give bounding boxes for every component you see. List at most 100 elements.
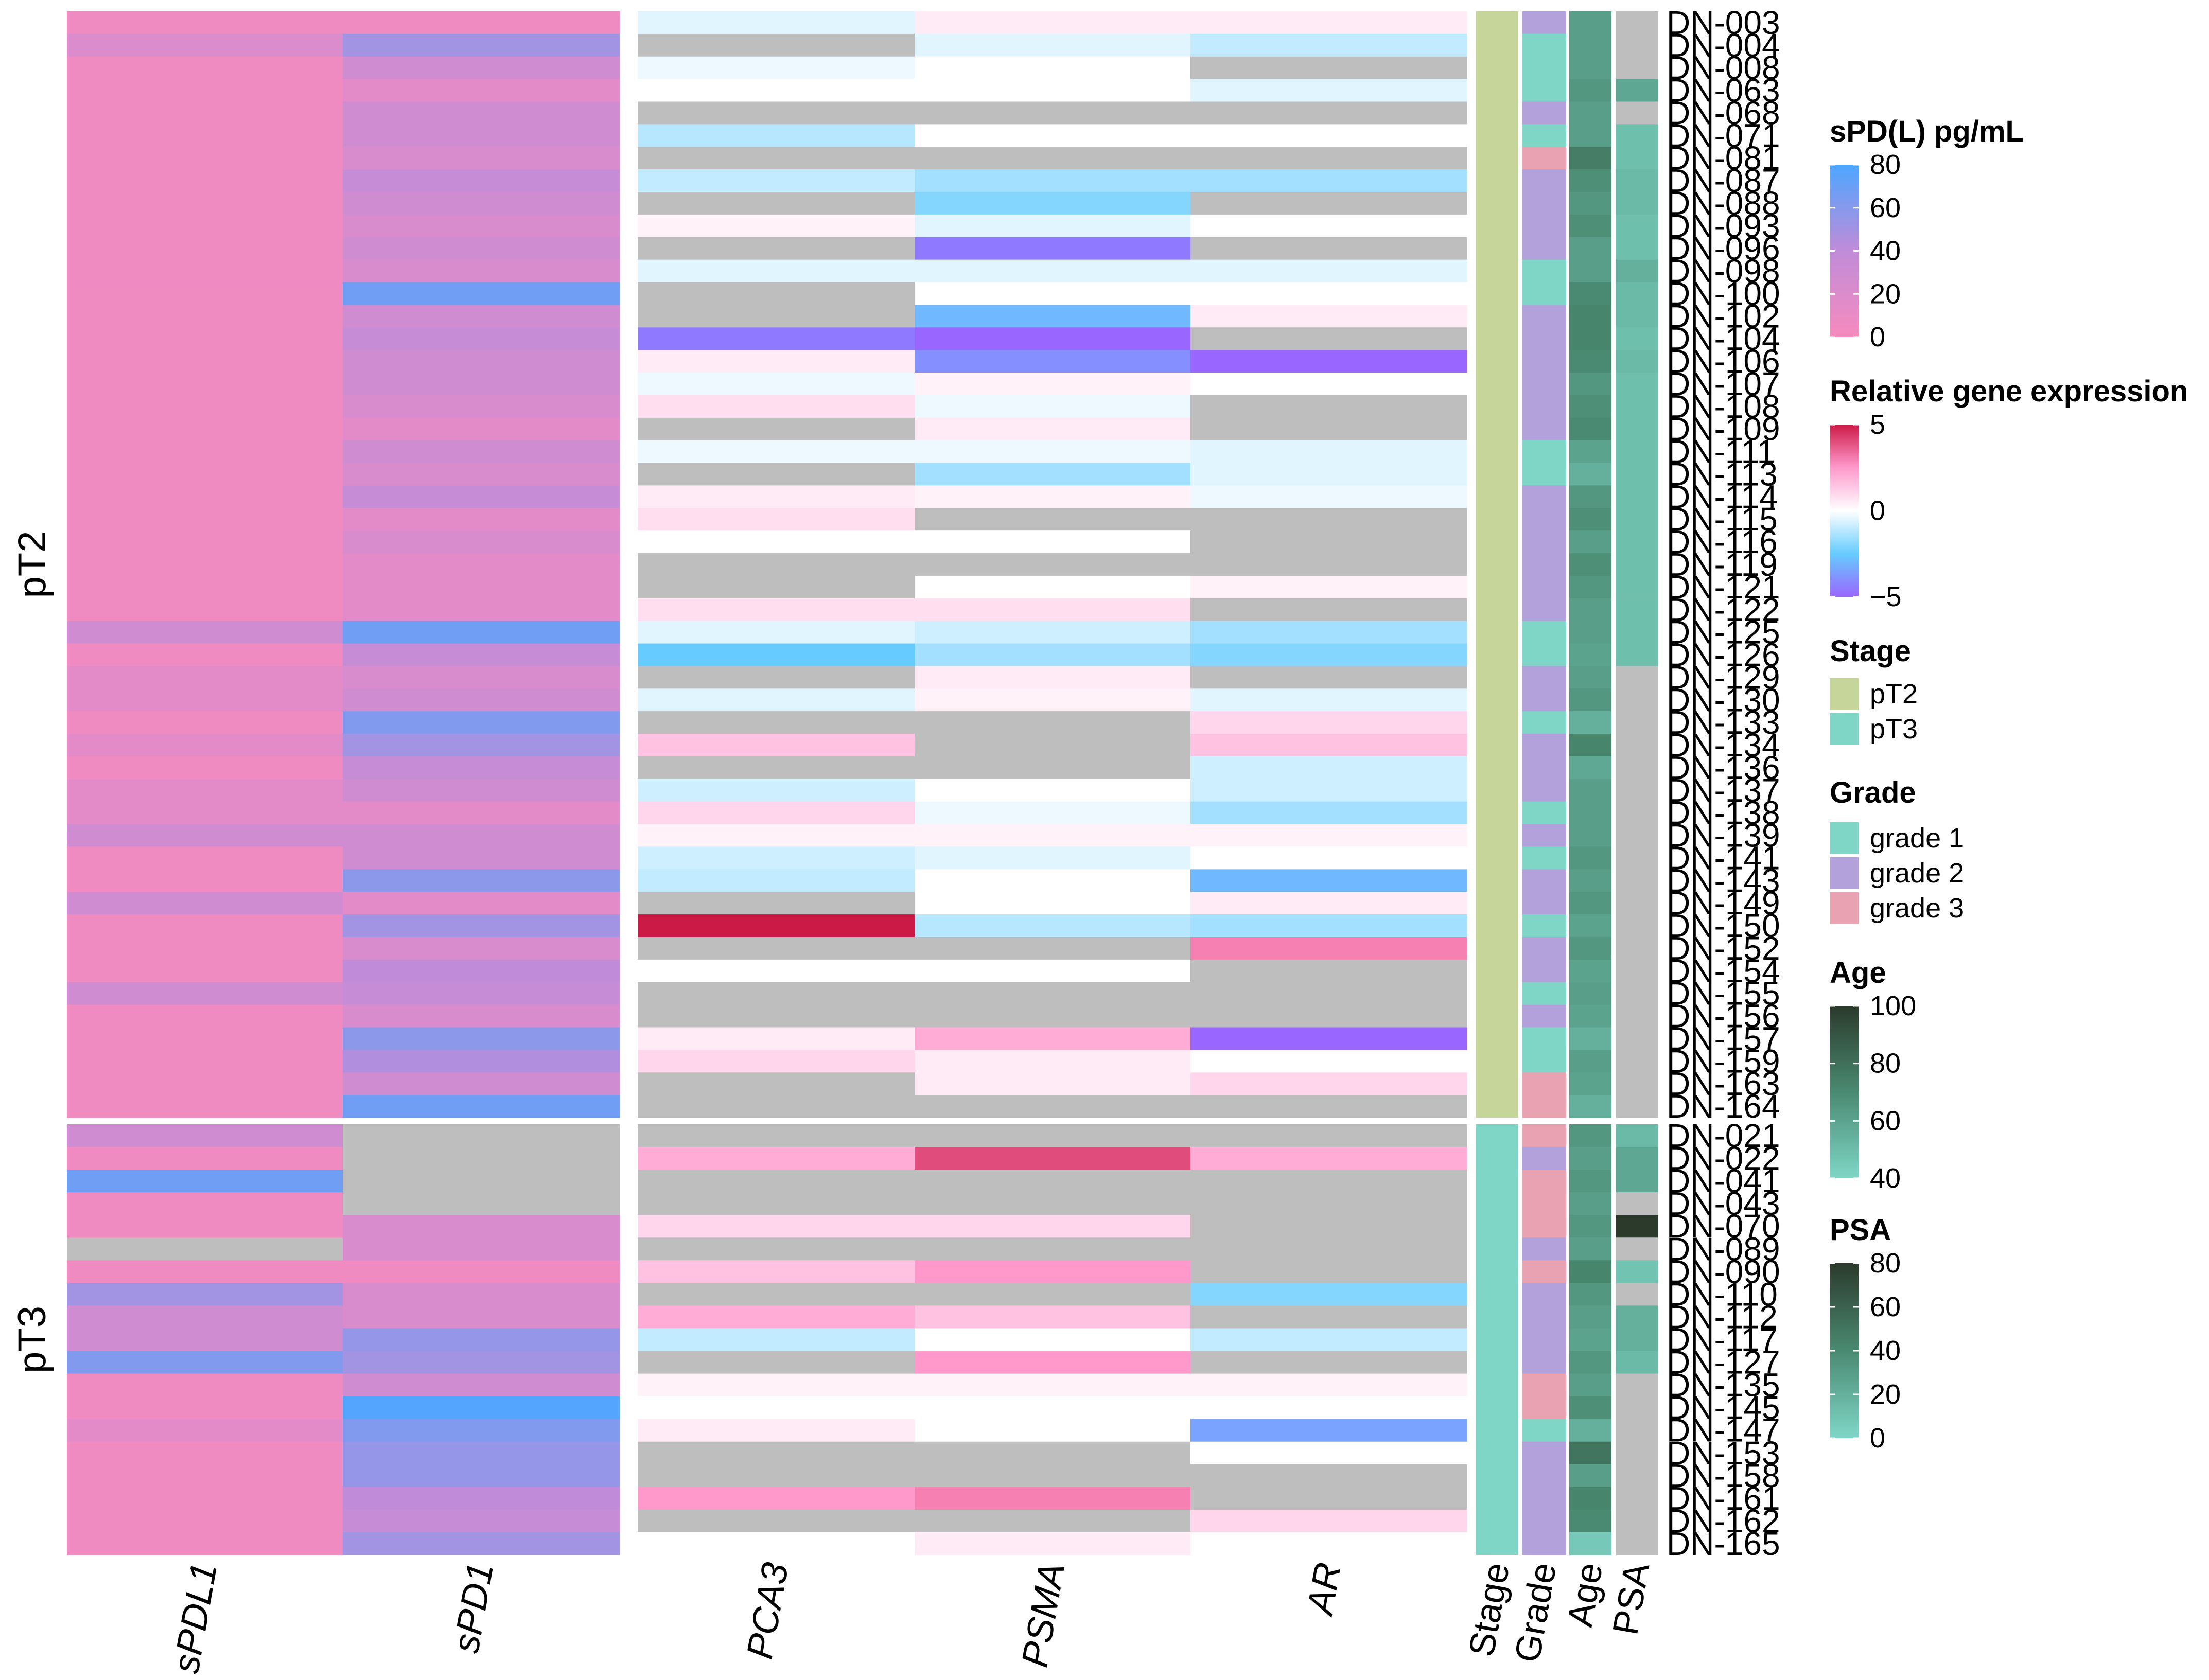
cell-sPD1-DN-100 xyxy=(343,282,620,306)
age-cell-DN-154 xyxy=(1569,959,1611,983)
row-label: DN-113 xyxy=(1667,455,1778,492)
cell-sPDL1-DN-156 xyxy=(67,1004,343,1028)
cell-sPDL1-DN-068 xyxy=(67,101,343,125)
grade-cell-DN-088 xyxy=(1522,192,1566,215)
cell-sPDL1-DN-154 xyxy=(67,959,343,983)
age-cell-DN-089 xyxy=(1569,1237,1611,1261)
cell-PSMA-DN-068 xyxy=(915,101,1191,125)
psa-cell-DN-145 xyxy=(1616,1396,1658,1420)
grade-cell-DN-150 xyxy=(1522,914,1566,938)
cell-PCA3-DN-041 xyxy=(638,1170,915,1193)
psa-cell-DN-108 xyxy=(1616,395,1658,418)
cell-sPD1-DN-021 xyxy=(343,1124,620,1147)
col-label-PSMA: PSMA xyxy=(1014,1560,1073,1670)
cell-sPDL1-DN-121 xyxy=(67,575,343,599)
grade-cell-DN-106 xyxy=(1522,350,1566,373)
age-cell-DN-113 xyxy=(1569,463,1611,486)
cell-AR-DN-165 xyxy=(1190,1532,1467,1555)
cell-sPDL1-DN-090 xyxy=(67,1260,343,1283)
cell-AR-DN-129 xyxy=(1190,666,1467,689)
psa-cell-DN-098 xyxy=(1616,259,1658,283)
psa-cell-DN-043 xyxy=(1616,1192,1658,1215)
row-label: DN-127 xyxy=(1667,1344,1780,1381)
cell-PSMA-DN-004 xyxy=(915,33,1191,57)
cell-sPDL1-DN-125 xyxy=(67,621,343,644)
cell-AR-DN-133 xyxy=(1190,711,1467,734)
cell-PSMA-DN-122 xyxy=(915,598,1191,622)
legend-tick: 60 xyxy=(1870,192,1901,223)
age-cell-DN-111 xyxy=(1569,440,1611,464)
grade-cell-DN-081 xyxy=(1522,147,1566,170)
cell-AR-DN-041 xyxy=(1190,1170,1467,1193)
cell-PSMA-DN-021 xyxy=(915,1124,1191,1147)
age-cell-DN-121 xyxy=(1569,575,1611,599)
cell-sPDL1-DN-089 xyxy=(67,1237,343,1261)
cell-sPD1-DN-156 xyxy=(343,1004,620,1028)
cell-AR-DN-093 xyxy=(1190,214,1467,238)
legend-title: Stage xyxy=(1830,634,1911,668)
cell-PCA3-DN-136 xyxy=(638,756,915,780)
cell-sPD1-DN-063 xyxy=(343,79,620,102)
legend-item-label: pT3 xyxy=(1870,714,1918,745)
legend-tick: 5 xyxy=(1870,409,1885,440)
legend-tick: 80 xyxy=(1870,149,1901,180)
psa-cell-DN-129 xyxy=(1616,666,1658,689)
cell-sPDL1-DN-113 xyxy=(67,463,343,486)
cell-sPD1-DN-119 xyxy=(343,553,620,576)
grade-cell-DN-164 xyxy=(1522,1095,1566,1118)
grade-cell-DN-111 xyxy=(1522,440,1566,464)
row-label: DN-088 xyxy=(1667,185,1780,222)
age-cell-DN-117 xyxy=(1569,1328,1611,1352)
cell-AR-DN-149 xyxy=(1190,892,1467,915)
age-cell-DN-141 xyxy=(1569,846,1611,870)
cell-sPDL1-DN-070 xyxy=(67,1215,343,1238)
cell-sPDL1-DN-161 xyxy=(67,1487,343,1510)
cell-sPD1-DN-071 xyxy=(343,124,620,147)
cell-PCA3-DN-008 xyxy=(638,56,915,80)
cell-sPDL1-DN-117 xyxy=(67,1328,343,1352)
cell-PCA3-DN-153 xyxy=(638,1441,915,1465)
age-cell-DN-149 xyxy=(1569,892,1611,915)
cell-PSMA-DN-107 xyxy=(915,373,1191,396)
cell-PSMA-DN-089 xyxy=(915,1237,1191,1261)
psa-cell-DN-087 xyxy=(1616,169,1658,192)
row-label: DN-093 xyxy=(1667,207,1780,244)
psa-cell-DN-149 xyxy=(1616,892,1658,915)
col-label-Grade: Grade xyxy=(1507,1560,1564,1665)
grade-cell-DN-096 xyxy=(1522,237,1566,260)
col-label-Age: Age xyxy=(1559,1560,1610,1630)
cell-sPDL1-DN-087 xyxy=(67,169,343,192)
cell-AR-DN-110 xyxy=(1190,1283,1467,1306)
cell-PCA3-DN-090 xyxy=(638,1260,915,1283)
row-label: DN-100 xyxy=(1667,275,1780,312)
age-cell-DN-004 xyxy=(1569,33,1611,57)
age-cell-DN-106 xyxy=(1569,350,1611,373)
psa-cell-DN-117 xyxy=(1616,1328,1658,1352)
row-label: DN-162 xyxy=(1667,1502,1780,1540)
cell-sPD1-DN-115 xyxy=(343,508,620,531)
col-label-PCA3: PCA3 xyxy=(739,1560,796,1662)
legend-tick: 40 xyxy=(1870,1335,1901,1366)
cell-PCA3-DN-152 xyxy=(638,936,915,960)
grade-cell-DN-155 xyxy=(1522,982,1566,1005)
grade-cell-DN-117 xyxy=(1522,1328,1566,1352)
cell-sPDL1-DN-133 xyxy=(67,711,343,734)
cell-AR-DN-090 xyxy=(1190,1260,1467,1283)
psa-cell-DN-150 xyxy=(1616,914,1658,938)
cell-AR-DN-119 xyxy=(1190,553,1467,576)
legend-tick: 60 xyxy=(1870,1292,1901,1322)
grade-cell-DN-041 xyxy=(1522,1170,1566,1193)
cell-sPD1-DN-136 xyxy=(343,756,620,780)
cell-sPD1-DN-108 xyxy=(343,395,620,418)
cell-sPD1-DN-041 xyxy=(343,1170,620,1193)
cell-AR-DN-096 xyxy=(1190,237,1467,260)
cell-PCA3-DN-137 xyxy=(638,779,915,802)
legend-item-label: pT2 xyxy=(1870,679,1918,710)
cell-sPDL1-DN-147 xyxy=(67,1419,343,1442)
grade-cell-DN-114 xyxy=(1522,485,1566,508)
psa-cell-DN-156 xyxy=(1616,1004,1658,1028)
cell-PSMA-DN-149 xyxy=(915,892,1191,915)
cell-PSMA-DN-041 xyxy=(915,1170,1191,1193)
cell-AR-DN-134 xyxy=(1190,734,1467,757)
